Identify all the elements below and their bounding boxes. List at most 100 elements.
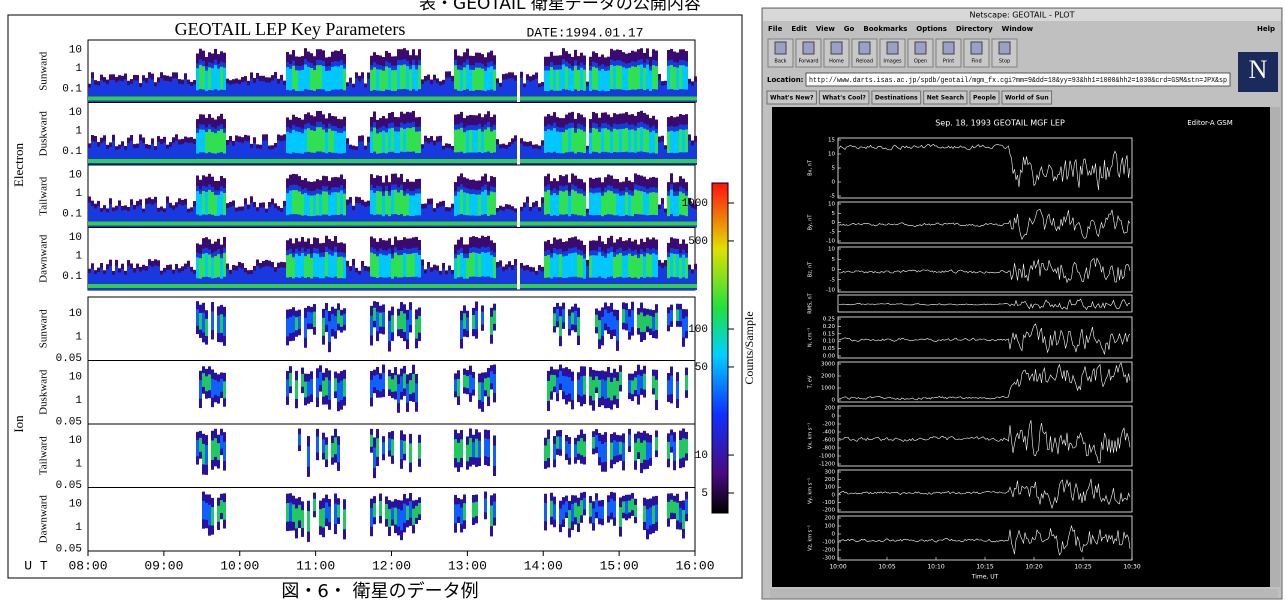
spectrum-cell [223, 133, 226, 154]
spectrum-cell [565, 222, 568, 226]
spectrum-cell [646, 442, 649, 460]
spectrum-cell [682, 159, 685, 163]
spectrum-cell [403, 373, 406, 388]
spectrum-cell [523, 284, 526, 288]
menu-item[interactable]: Bookmarks [863, 25, 907, 33]
menu-item[interactable]: Directory [956, 25, 993, 33]
spectrum-cell [490, 159, 493, 163]
spectrum-cell [217, 443, 220, 460]
spectrum-cell [640, 97, 643, 101]
spectrum-cell [202, 313, 205, 333]
spectrum-cell [373, 67, 376, 90]
spectrum-cell [325, 222, 328, 226]
spectrum-cell [226, 159, 229, 163]
spectrum-cell [400, 510, 403, 530]
spectrum-cell [217, 195, 220, 216]
spectrum-cell [145, 159, 148, 163]
spectrum-cell [379, 97, 382, 101]
spectrum-cell [622, 256, 625, 278]
spectrum-cell [454, 65, 457, 89]
spectrum-cell [475, 159, 478, 163]
spectrum-cell [475, 130, 478, 152]
spectrum-cell [403, 314, 406, 332]
spectrum-cell [649, 443, 652, 458]
spectrum-cell [127, 284, 130, 288]
spectrum-cell [595, 284, 598, 288]
spectrum-cell [298, 316, 301, 329]
spectrum-cell [370, 190, 373, 214]
spectrum-cell [589, 97, 592, 101]
spectrum-cell [640, 65, 643, 89]
spectrum-cell [154, 284, 157, 288]
spectrum-cell [649, 159, 652, 163]
spectrum-cell [334, 284, 337, 288]
spectrum-cell [649, 316, 652, 329]
spectrum-cell [481, 222, 484, 226]
spectrum-cell [334, 252, 337, 276]
spectrum-cell [640, 191, 643, 214]
y-tick-label: 0.05 [56, 480, 82, 492]
y-tick-label: -5 [830, 194, 836, 200]
spectrum-cell [88, 159, 91, 163]
spectrum-cell [574, 222, 577, 226]
spectrum-cell [682, 97, 685, 101]
spectrum-cell [229, 284, 232, 288]
spectrum-cell [550, 97, 553, 101]
spectrum-cell [370, 380, 373, 398]
spectrum-cell [667, 313, 670, 325]
spectrum-cell [625, 97, 628, 101]
spectrum-cell [601, 506, 604, 519]
spectrum-cell [313, 70, 316, 91]
spectrum-cell [232, 222, 235, 226]
spectrum-cell [448, 97, 451, 101]
spectrum-cell [370, 222, 373, 226]
spectrum-cell [310, 97, 313, 101]
spectrum-cell [655, 313, 658, 330]
spectrum-cell [676, 131, 679, 153]
spectrum-cell [637, 128, 640, 152]
figure-title: GEOTAIL LEP Key Parameters [175, 19, 406, 39]
spectrum-cell [613, 378, 616, 396]
spectrum-cell [484, 190, 487, 214]
spectrum-cell [565, 159, 568, 163]
spectrum-cell [364, 222, 367, 226]
spectrum-cell [403, 129, 406, 152]
menu-item[interactable]: Options [916, 25, 947, 33]
spectrum-cell [469, 284, 472, 288]
spectrum-cell [415, 194, 418, 216]
spectrum-cell [376, 69, 379, 90]
menu-item[interactable]: Window [1002, 25, 1034, 33]
spectrum-cell [547, 97, 550, 101]
spectrum-cell [214, 97, 217, 101]
spectrum-cell [643, 440, 646, 459]
spectrum-cell [547, 222, 550, 226]
spectrum-cell [622, 97, 625, 101]
spectrum-cell [472, 252, 475, 276]
spectrum-cell [205, 71, 208, 91]
spectrum-cell [454, 379, 457, 391]
menu-help[interactable]: Help [1257, 25, 1275, 33]
spectrum-cell [409, 97, 412, 101]
spectrum-cell [670, 500, 673, 513]
menu-item[interactable]: Edit [791, 25, 807, 33]
colorbar-tick-label: 10 [695, 450, 708, 462]
spectrum-cell [679, 222, 682, 226]
spectrum-cell [199, 222, 202, 226]
spectrum-cell [118, 97, 121, 101]
spectrum-cell [343, 509, 346, 529]
spectrum-cell [316, 284, 319, 288]
menu-item[interactable]: View [816, 25, 835, 33]
spectrum-cell [574, 133, 577, 154]
spectrum-cell [463, 375, 466, 388]
spectrum-cell [334, 192, 337, 215]
menu-item[interactable]: Go [844, 25, 855, 33]
spectrum-cell [130, 159, 133, 163]
spectrum-cell [676, 309, 679, 321]
spectrum-cell [442, 97, 445, 101]
spectrum-cell [439, 159, 442, 163]
spectrum-cell [493, 374, 496, 393]
spectrum-cell [601, 159, 604, 163]
spectrum-cell [241, 159, 244, 163]
menu-item[interactable]: File [768, 25, 783, 33]
spectrum-cell [622, 129, 625, 152]
